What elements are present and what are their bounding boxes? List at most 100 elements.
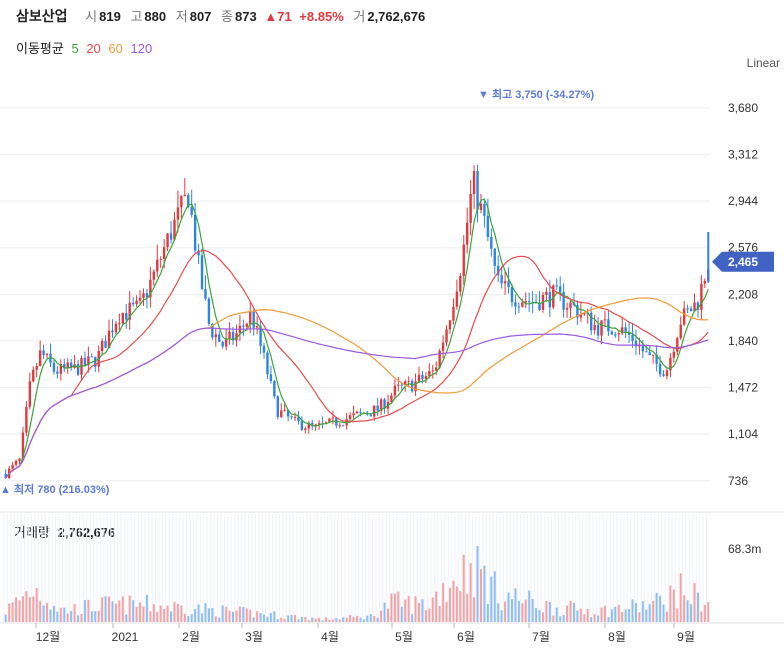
candle-body [517, 306, 521, 308]
candle-body [90, 356, 94, 358]
volume-bar [211, 608, 214, 622]
volume-bar [479, 569, 482, 622]
candle-body [421, 374, 424, 380]
candle-body [114, 323, 118, 333]
volume-bar [180, 605, 183, 622]
candle-body [538, 302, 541, 310]
candle-body [462, 244, 465, 276]
volume-bar [380, 610, 383, 622]
volume-bar [579, 608, 582, 622]
stock-header: 삼보산업 시 819 고 880 저 807 종 873 ▲71 +8.85% 거 2,7… [16, 6, 425, 26]
volume-bar [235, 610, 238, 622]
candle-body [52, 362, 56, 372]
candle-body [342, 425, 345, 427]
candle-body [627, 332, 631, 335]
volume-bar [121, 596, 124, 622]
scale-toggle[interactable]: Linear [746, 56, 780, 70]
volume-bar [90, 611, 93, 622]
volume-bar [52, 605, 55, 622]
volume-bar [15, 597, 18, 622]
candle-body [682, 308, 686, 325]
candle-body [32, 369, 35, 382]
candle-body [304, 428, 307, 430]
volume-bar [634, 602, 637, 622]
moving-average-legend[interactable]: 이동평균 5 20 60 120 [16, 38, 156, 57]
volume-bar [149, 611, 152, 622]
volume-bar [524, 599, 527, 622]
candle-body [25, 406, 28, 433]
candle-body [448, 320, 452, 330]
candle-body [521, 302, 524, 307]
candle-body [118, 323, 121, 325]
candle-body [369, 414, 372, 417]
candle-body [638, 345, 641, 347]
candle-body [620, 327, 624, 334]
x-tick-label: 4월 [321, 630, 339, 644]
candle-body [373, 405, 376, 417]
candle-body [348, 415, 352, 420]
volume-bar [273, 611, 276, 622]
volume-bar [569, 600, 572, 622]
candle-body [111, 330, 114, 333]
candle-body [228, 331, 231, 339]
volume-bar [600, 607, 603, 622]
volume-bar [669, 585, 672, 622]
candle-body [579, 314, 583, 318]
candle-body [266, 352, 269, 375]
volume-bar [452, 580, 455, 622]
volume-bar [197, 604, 200, 622]
candle-body [156, 259, 159, 272]
candle-body [410, 380, 414, 392]
volume-bar [39, 600, 42, 622]
volume-bar [576, 610, 579, 622]
volume-bar [404, 599, 407, 622]
candle-body [11, 464, 14, 469]
volume-bar [214, 616, 217, 622]
volume-bar [28, 597, 31, 622]
candle-body [407, 380, 410, 382]
volume-bar [428, 608, 431, 622]
volume-bar [655, 592, 658, 622]
candle-body [583, 313, 586, 315]
volume-bar [369, 614, 372, 622]
volume-bar [662, 604, 665, 622]
candle-body [162, 247, 166, 259]
candle-body [297, 416, 300, 421]
volume-bar [87, 599, 90, 622]
volume-bar [493, 571, 496, 622]
volume-bar [66, 613, 69, 622]
candle-body [404, 381, 407, 386]
volume-bar [407, 596, 410, 622]
candle-body [159, 258, 162, 260]
volume-bar [349, 615, 352, 622]
volume-bar [469, 562, 472, 622]
candle-body [669, 357, 672, 371]
volume-bar [504, 601, 507, 622]
candle-body [700, 283, 703, 310]
x-tick-label: 7월 [532, 630, 550, 644]
candle-body [18, 458, 21, 461]
volume-bar [94, 611, 97, 622]
volume-bar [166, 605, 169, 622]
candle-body [59, 364, 63, 374]
volume-bar [132, 600, 135, 622]
y-tick-label: 3,680 [728, 101, 758, 115]
candle-body [73, 364, 76, 368]
volume-bar [46, 602, 49, 622]
candle-body [190, 207, 193, 215]
candle-body [14, 460, 18, 465]
volume-bar [59, 607, 62, 622]
x-tick-label: 8월 [608, 630, 626, 644]
candle-body [552, 285, 555, 308]
volume-bar [335, 618, 338, 622]
volume-bar [652, 600, 655, 622]
volume-bar [362, 619, 365, 622]
volume-bar [304, 616, 307, 622]
volume-bar [431, 597, 434, 622]
volume-bar [583, 614, 586, 622]
volume-bar [139, 602, 142, 622]
candle-body [121, 312, 125, 324]
volume-bar [700, 611, 703, 622]
volume-bar [631, 599, 634, 622]
